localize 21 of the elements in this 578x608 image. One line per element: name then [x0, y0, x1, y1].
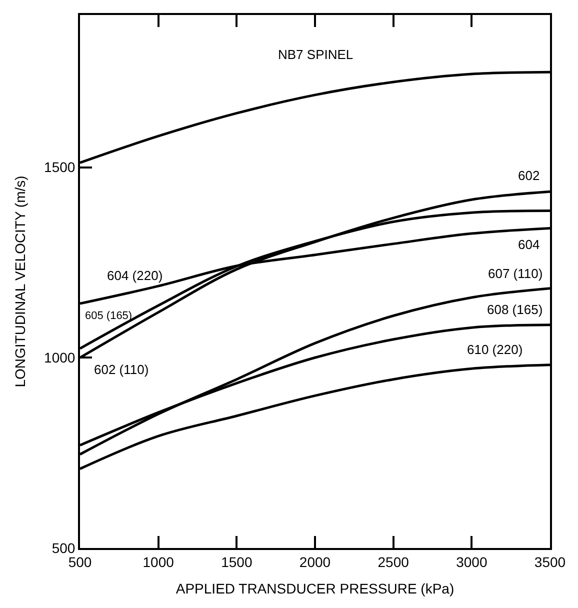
series-label: NB7 SPINEL	[278, 47, 354, 62]
x-tick-label: 500	[68, 554, 92, 570]
y-tick-label: 1500	[44, 159, 76, 176]
x-axis-title: APPLIED TRANSDUCER PRESSURE (kPa)	[176, 580, 454, 597]
series-label: 604 (220)	[107, 268, 163, 283]
x-tick-label: 1000	[142, 554, 174, 570]
y-tick-label: 500	[52, 540, 76, 556]
series-label: 602 (110)	[94, 362, 149, 377]
series-label: 605 (165)	[85, 310, 132, 322]
x-tick-label: 3500	[534, 554, 566, 570]
series-label: 607 (110)	[488, 266, 543, 281]
x-tick-label: 2500	[378, 554, 410, 570]
annotation: 604	[518, 237, 540, 252]
y-tick-label: 1000	[44, 350, 76, 366]
x-tick-label: 3000	[456, 554, 488, 570]
x-tick-label: 2000	[299, 554, 331, 570]
annotation: 602	[518, 168, 540, 183]
series-label: 610 (220)	[467, 342, 523, 357]
y-axis-title: LONGITUDINAL VELOCITY (m/s)	[12, 176, 28, 388]
x-tick-label: 1500	[221, 554, 252, 570]
series-label: 608 (165)	[487, 302, 543, 317]
